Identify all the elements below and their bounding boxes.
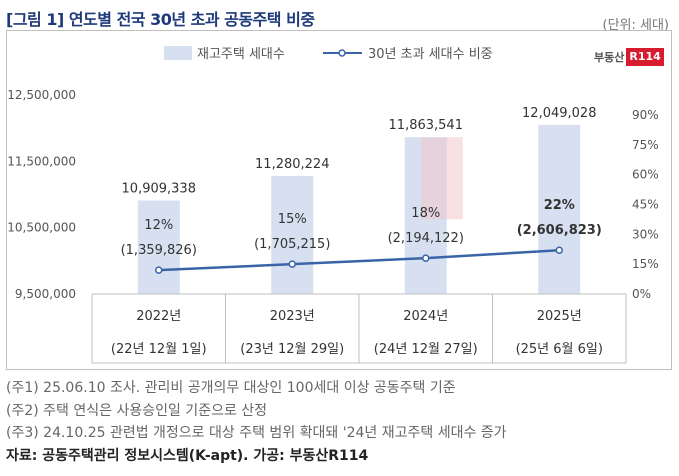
y-left-tick-label: 10,500,000 — [7, 221, 76, 235]
legend-bar-label: 재고주택 세대수 — [197, 47, 285, 62]
y-right-tick-label: 75% — [632, 138, 659, 152]
line-percent-label: 22% — [544, 198, 575, 213]
line-point — [288, 260, 296, 268]
x-subtick-label: (22년 12월 1일) — [111, 342, 207, 357]
x-tick-label: 2022년 — [136, 309, 181, 324]
x-tick-label: 2025년 — [537, 309, 582, 324]
chart-title: [그림 1] 연도별 전국 30년 초과 공동주택 비중 — [6, 10, 315, 29]
y-right-tick-label: 90% — [632, 108, 659, 122]
y-left-tick-label: 9,500,000 — [15, 287, 76, 301]
line-point — [422, 254, 430, 262]
bar — [137, 200, 180, 294]
x-tick-label: 2024년 — [403, 309, 448, 324]
bar-value-label: 10,909,338 — [122, 182, 196, 197]
source-text: 자료: 공동주택관리 정보시스템(K-apt). 가공: 부동산R114 — [6, 447, 369, 464]
line-series — [158, 248, 560, 272]
brand-box: R114 — [626, 48, 664, 66]
x-subtick-label: (24년 12월 27일) — [374, 342, 478, 357]
legend-line-marker — [338, 49, 346, 57]
line-percent-label: 15% — [278, 212, 307, 227]
bar-value-label: 11,863,541 — [389, 118, 463, 133]
brand-logo: 부동산 R114 — [594, 48, 664, 66]
line-count-label: (1,359,826) — [121, 243, 197, 258]
y-right-tick-label: 60% — [632, 168, 659, 182]
bar-value-label: 11,280,224 — [255, 157, 329, 172]
line-percent-label: 12% — [144, 218, 173, 233]
y-right-tick-label: 30% — [632, 227, 659, 241]
legend-bar-swatch — [164, 46, 192, 60]
line-percent-label: 18% — [411, 206, 440, 221]
bar — [538, 124, 581, 294]
line-count-label: (2,606,823) — [517, 223, 602, 238]
y-left-tick-label: 12,500,000 — [7, 88, 76, 102]
watermark-logo — [420, 137, 463, 220]
bar-value-label: 12,049,028 — [522, 106, 596, 121]
note-2: (주2) 주택 연식은 사용승인일 기준으로 산정 — [6, 402, 268, 419]
y-right-tick-label: 0% — [632, 287, 651, 301]
x-subtick-label: (23년 12월 29일) — [240, 342, 344, 357]
brand-text: 부동산 — [594, 51, 625, 64]
line-count-label: (1,705,215) — [254, 237, 330, 252]
line-point — [155, 266, 163, 274]
bar — [271, 175, 314, 294]
note-1: (주1) 25.06.10 조사. 관리비 공개의무 대상인 100세대 이상 … — [6, 380, 456, 396]
note-3: (주3) 24.10.25 관련법 개정으로 대상 주택 범위 확대돼 '24년… — [6, 425, 507, 441]
x-subtick-label: (25년 6월 6일) — [516, 342, 603, 357]
legend-line-label: 30년 초과 세대수 비중 — [368, 47, 493, 62]
y-right-tick-label: 15% — [632, 257, 659, 271]
unit-label: (단위: 세대) — [602, 18, 670, 33]
y-right-tick-label: 45% — [632, 197, 659, 211]
notes: (주1) 25.06.10 조사. 관리비 공개의무 대상인 100세대 이상 … — [6, 377, 507, 467]
x-tick-label: 2023년 — [270, 309, 315, 324]
line-point — [555, 246, 563, 254]
y-left-tick-label: 11,500,000 — [7, 154, 76, 168]
chart-frame — [6, 30, 672, 370]
line-count-label: (2,194,122) — [388, 231, 464, 246]
